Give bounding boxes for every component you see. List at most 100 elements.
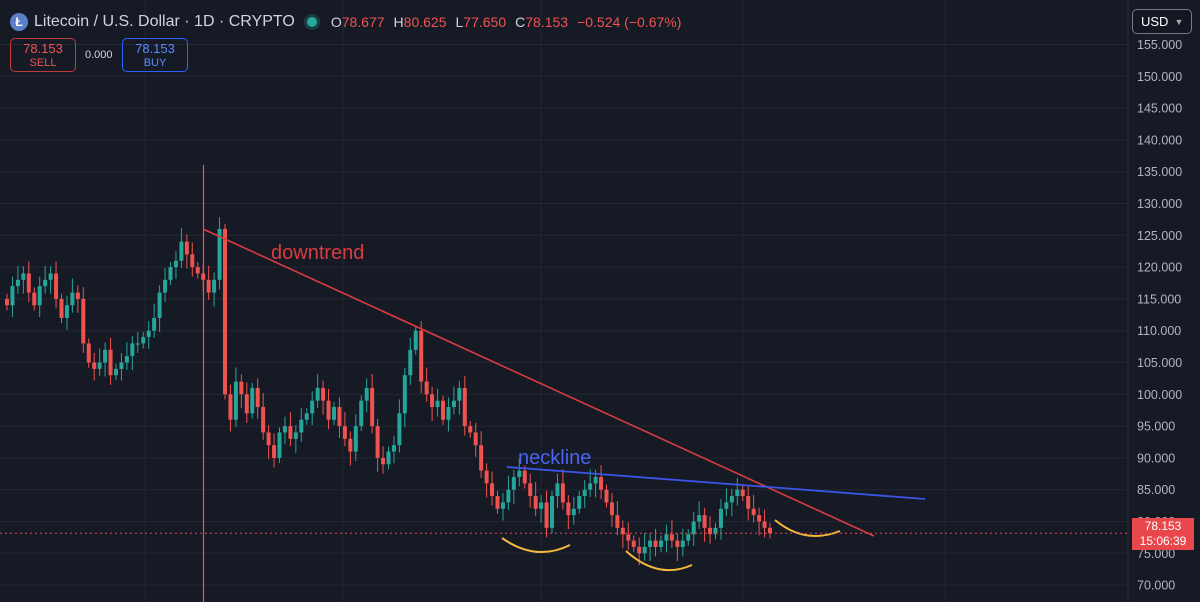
y-tick-label: 145.000: [1137, 102, 1182, 116]
symbol-header: Ł Litecoin / U.S. Dollar · 1D · CRYPTO O…: [10, 10, 690, 34]
candle-body: [522, 470, 527, 484]
litecoin-logo-icon: Ł: [10, 13, 28, 31]
candle-body: [620, 527, 625, 535]
candle-body: [550, 496, 554, 528]
chart-grid: [0, 0, 1129, 602]
candle-body: [441, 400, 445, 420]
candle-body: [272, 445, 277, 458]
candle-body: [555, 483, 560, 497]
neckline-line: [506, 466, 926, 500]
head-arc: [625, 550, 693, 572]
candle-body: [408, 349, 413, 376]
candle-body: [604, 489, 609, 503]
candle-body: [457, 387, 462, 401]
candle-body: [517, 470, 522, 477]
candle-body: [299, 419, 304, 433]
candle-body: [282, 426, 287, 433]
buy-button[interactable]: 78.153 BUY: [122, 38, 188, 72]
candle-body: [402, 375, 407, 414]
candle-body: [664, 534, 669, 541]
drawing-overlays: downtrend neckline: [0, 228, 1128, 572]
candle-body: [250, 387, 255, 414]
candle-body: [168, 267, 173, 280]
candle-body: [81, 298, 86, 344]
ohlc-low: L77.650: [455, 14, 507, 30]
candle-body: [244, 394, 249, 414]
candle-body: [746, 496, 751, 509]
candle-body: [59, 298, 64, 318]
candle-body: [37, 286, 42, 306]
candle-body: [10, 286, 15, 306]
candle-body: [631, 540, 636, 547]
candle-body: [391, 445, 396, 452]
y-tick-label: 140.000: [1137, 133, 1182, 147]
y-tick-label: 120.000: [1137, 261, 1182, 275]
candle-body: [315, 387, 320, 401]
symbol-title[interactable]: Litecoin / U.S. Dollar · 1D · CRYPTO: [34, 13, 295, 30]
currency-select[interactable]: USD ▼: [1132, 9, 1192, 34]
candle-body: [413, 330, 418, 350]
candle-body: [468, 426, 473, 433]
candle-body: [326, 400, 331, 420]
candle-body: [353, 426, 358, 452]
candle-body: [375, 426, 380, 458]
candle-body: [381, 457, 386, 465]
candle-body: [141, 337, 146, 344]
candle-body: [582, 489, 587, 497]
downtrend-label: downtrend: [271, 242, 364, 264]
candle-body: [490, 483, 495, 497]
y-tick-label: 105.000: [1137, 356, 1182, 370]
candle-body: [462, 387, 467, 427]
candle-body: [97, 362, 102, 369]
left-shoulder-arc: [501, 537, 571, 554]
candle-body: [571, 508, 576, 516]
candle-body: [348, 438, 353, 452]
candle-body: [337, 407, 342, 427]
candle-body: [15, 279, 20, 287]
right-shoulder-arc: [774, 519, 841, 537]
candle-body: [691, 521, 696, 535]
y-tick-label: 100.000: [1137, 388, 1182, 402]
candle-body: [233, 381, 238, 420]
candle-body: [124, 356, 129, 363]
candle-body: [228, 394, 233, 420]
candle-body: [152, 317, 157, 331]
candle-body: [146, 330, 151, 338]
buy-label: BUY: [143, 57, 167, 69]
candle-body: [419, 330, 424, 382]
candle-body: [310, 400, 315, 414]
candle-body: [173, 260, 178, 268]
candle-body: [386, 451, 391, 465]
candle-body: [195, 267, 200, 274]
candle-body: [212, 279, 217, 293]
candle-body: [217, 228, 222, 280]
neckline-label: neckline: [518, 447, 591, 469]
candle-body: [533, 496, 538, 509]
y-tick-label: 155.000: [1137, 38, 1182, 52]
candle-body: [735, 489, 740, 497]
candle-body: [599, 476, 604, 490]
sell-button[interactable]: 78.153 SELL: [10, 38, 76, 72]
candle-body: [762, 521, 767, 528]
candle-body: [593, 476, 598, 484]
candle-body: [239, 381, 244, 395]
candle-body: [435, 400, 440, 408]
candle-body: [669, 534, 674, 541]
candle-body: [135, 343, 140, 345]
candle-body: [588, 483, 593, 490]
last-price-tag: 78.153 15:06:39: [1132, 518, 1194, 550]
candle-body: [697, 515, 702, 522]
candle-body: [364, 387, 369, 401]
candle-body: [277, 432, 282, 458]
candle-body: [130, 343, 135, 357]
price-change: −0.524 (−0.67%): [577, 14, 682, 30]
currency-label: USD: [1141, 14, 1169, 29]
candle-body: [114, 368, 118, 376]
ohlc-high: H80.625: [393, 14, 447, 30]
candle-body: [430, 394, 435, 408]
candle-body: [64, 305, 69, 318]
candle-body: [321, 387, 326, 401]
candle-body: [163, 279, 168, 293]
candle-body: [119, 362, 124, 369]
